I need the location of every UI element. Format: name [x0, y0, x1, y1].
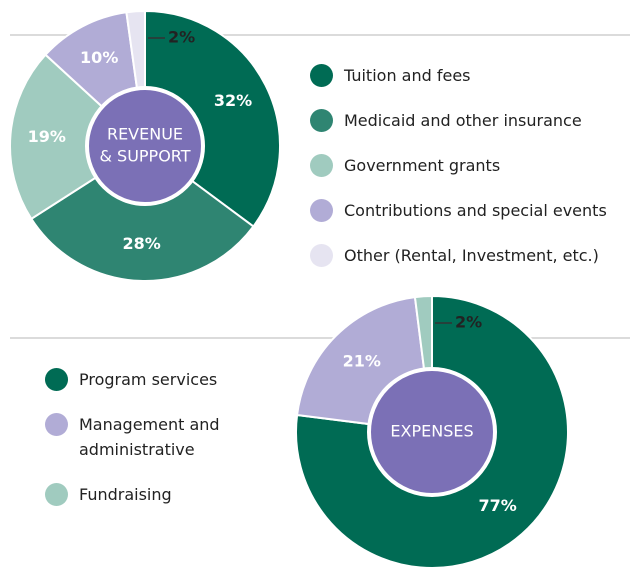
- legend-label: Other (Rental, Investment, etc.): [344, 246, 599, 265]
- value-label: 10%: [80, 48, 118, 67]
- legend-swatch: [310, 154, 333, 177]
- pie-slice: [29, 144, 255, 282]
- center-label: EXPENSES: [390, 422, 473, 441]
- legend-item: Contributions and special events: [310, 198, 607, 223]
- legend-label: Government grants: [344, 156, 501, 175]
- legend-swatch: [310, 64, 333, 87]
- legend-label: Management and administrative: [79, 415, 220, 459]
- legend: Program services Management and administr…: [45, 367, 245, 507]
- value-label: 32%: [214, 91, 252, 110]
- value-label: 2%: [455, 313, 482, 332]
- legend-item: Program services: [45, 367, 245, 392]
- center-circle: [367, 367, 497, 497]
- legend-item: Management and administrative: [45, 412, 245, 462]
- legend-item: Tuition and fees: [310, 63, 607, 88]
- legend-item: Fundraising: [45, 482, 245, 507]
- center-circle: [85, 86, 205, 206]
- pie-slice: [144, 9, 281, 228]
- legend: Tuition and fees Medicaid and other insur…: [310, 63, 607, 268]
- legend-item: Medicaid and other insurance: [310, 108, 607, 133]
- legend-swatch: [45, 368, 68, 391]
- legend-label: Contributions and special events: [344, 201, 607, 220]
- legend-swatch: [45, 483, 68, 506]
- center-label: REVENUE: [107, 125, 183, 144]
- value-label: 19%: [28, 127, 66, 146]
- value-label: 21%: [343, 351, 381, 370]
- value-label: 28%: [122, 234, 160, 253]
- pie-slice: [9, 53, 147, 221]
- legend-item: Other (Rental, Investment, etc.): [310, 243, 607, 268]
- value-label: 77%: [479, 496, 517, 515]
- legend-label: Program services: [79, 370, 218, 389]
- value-label: 2%: [168, 28, 195, 47]
- legend-label: Fundraising: [79, 485, 172, 504]
- legend-swatch: [310, 199, 333, 222]
- legend-item: Government grants: [310, 153, 607, 178]
- center-label: & SUPPORT: [99, 147, 190, 166]
- legend-swatch: [45, 413, 68, 436]
- legend-label: Medicaid and other insurance: [344, 111, 582, 130]
- legend-swatch: [310, 244, 333, 267]
- legend-swatch: [310, 109, 333, 132]
- legend-label: Tuition and fees: [344, 66, 471, 85]
